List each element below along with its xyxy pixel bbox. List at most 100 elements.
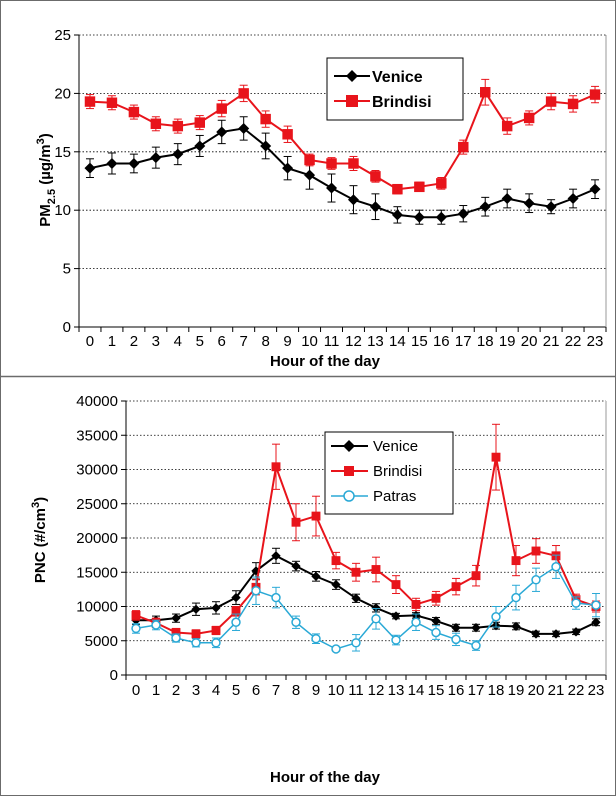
pm25-point-brindisi bbox=[304, 154, 315, 166]
pm25-x-tick-label: 7 bbox=[240, 333, 248, 350]
pm25-x-tick-label: 23 bbox=[587, 333, 604, 350]
pm25-point-venice bbox=[260, 140, 272, 152]
pnc-point-brindisi bbox=[171, 628, 181, 637]
pnc-point-patras bbox=[571, 598, 581, 608]
pm25-y-tick-label: 5 bbox=[63, 261, 71, 278]
pnc-point-brindisi bbox=[531, 546, 541, 556]
pnc-point-patras bbox=[311, 633, 321, 644]
pnc-point-brindisi bbox=[431, 593, 441, 603]
pm25-point-brindisi bbox=[589, 89, 601, 100]
pm25-point-venice bbox=[106, 157, 118, 169]
pm25-point-venice bbox=[304, 169, 316, 181]
pm25-point-venice bbox=[84, 162, 96, 174]
pnc-point-venice bbox=[271, 551, 281, 561]
pm25-x-tick-label: 15 bbox=[411, 333, 428, 350]
pnc-x-tick-label: 9 bbox=[312, 682, 320, 699]
pnc-point-venice bbox=[171, 613, 181, 623]
pnc-point-patras bbox=[231, 617, 241, 627]
pnc-point-brindisi bbox=[411, 600, 421, 609]
pnc-point-venice bbox=[531, 629, 541, 639]
pnc-point-patras bbox=[331, 644, 341, 654]
pnc-y-tick-label: 20000 bbox=[76, 530, 118, 547]
pm25-x-tick-label: 6 bbox=[218, 333, 226, 350]
pnc-point-patras bbox=[291, 617, 301, 627]
pnc-point-venice bbox=[371, 603, 381, 613]
pm25-point-venice bbox=[435, 211, 447, 223]
pm25-x-tick-label: 3 bbox=[152, 333, 160, 350]
pnc-x-tick-label: 7 bbox=[272, 682, 280, 699]
pm25-point-venice bbox=[589, 183, 601, 195]
pnc-x-tick-label: 16 bbox=[448, 682, 465, 699]
pm25-series-venice bbox=[84, 116, 601, 225]
pm25-point-brindisi bbox=[172, 120, 184, 132]
pnc-x-tick-label: 1 bbox=[152, 682, 160, 699]
pm25-x-tick-label: 1 bbox=[108, 333, 116, 350]
pnc-point-venice bbox=[511, 621, 521, 632]
pm25-point-brindisi bbox=[480, 87, 491, 98]
pnc-x-tick-label: 18 bbox=[488, 682, 505, 699]
pnc-y-tick-labels: 0 5000 10000 15000 20000 25000 30000 35000 40000 bbox=[76, 393, 118, 684]
pm25-point-brindisi bbox=[392, 183, 403, 195]
pm25-point-venice bbox=[150, 152, 162, 164]
pm25-y-tick-label: 15 bbox=[54, 144, 71, 161]
pm25-legend-box bbox=[326, 57, 464, 121]
pnc-x-tick-label: 21 bbox=[548, 682, 565, 699]
pm25-point-brindisi bbox=[326, 158, 337, 169]
pnc-point-patras bbox=[431, 627, 441, 638]
pnc-point-patras bbox=[471, 640, 481, 651]
pnc-x-tick-label: 22 bbox=[568, 682, 585, 699]
pm25-point-brindisi bbox=[128, 106, 140, 118]
pnc-point-brindisi bbox=[311, 511, 321, 521]
pm25-x-tick-label: 5 bbox=[196, 333, 204, 350]
pm25-point-venice bbox=[545, 201, 557, 213]
pnc-point-patras bbox=[491, 612, 501, 622]
pnc-x-tick-label: 14 bbox=[408, 682, 425, 699]
pm25-point-brindisi bbox=[260, 113, 271, 125]
pnc-point-patras bbox=[271, 592, 281, 603]
pnc-gridlines bbox=[126, 400, 606, 642]
pm25-x-tick-label: 22 bbox=[565, 333, 582, 350]
pm25-x-tick-label: 19 bbox=[499, 333, 516, 350]
pm25-x-tick-label: 10 bbox=[301, 333, 318, 350]
pm25-point-venice bbox=[216, 126, 228, 138]
pm25-point-venice bbox=[523, 197, 535, 209]
pnc-point-patras bbox=[591, 600, 601, 610]
pnc-point-venice bbox=[311, 571, 321, 582]
pm25-y-tick-label: 10 bbox=[54, 202, 71, 219]
pm25-point-venice bbox=[238, 122, 250, 134]
pm25-point-brindisi bbox=[414, 181, 425, 193]
pm25-point-brindisi bbox=[282, 129, 293, 140]
pm25-point-venice bbox=[282, 162, 294, 174]
pnc-legend-patras-label: Patras bbox=[373, 488, 416, 505]
pnc-point-venice bbox=[331, 579, 341, 590]
pm25-point-brindisi bbox=[370, 171, 381, 182]
pm25-x-tick-label: 4 bbox=[174, 333, 182, 350]
pnc-point-venice bbox=[211, 603, 221, 613]
pnc-point-brindisi bbox=[371, 565, 381, 574]
pnc-y-tick-label: 5000 bbox=[85, 633, 118, 650]
pnc-point-brindisi bbox=[471, 571, 481, 581]
pnc-y-tick-label: 10000 bbox=[76, 599, 118, 616]
pnc-point-venice bbox=[291, 561, 301, 571]
pm25-x-tick-label: 20 bbox=[521, 333, 538, 350]
pm25-point-venice bbox=[479, 201, 491, 213]
pm25-y-tick-label: 20 bbox=[54, 85, 71, 102]
pnc-point-venice bbox=[591, 617, 601, 627]
pnc-point-patras bbox=[371, 614, 381, 624]
pnc-point-brindisi bbox=[291, 517, 301, 527]
pnc-x-tick-label: 20 bbox=[528, 682, 545, 699]
pnc-point-brindisi bbox=[191, 629, 201, 639]
pm25-point-brindisi bbox=[523, 112, 535, 124]
pm25-point-venice bbox=[567, 193, 579, 205]
pnc-point-patras bbox=[171, 633, 181, 643]
pm25-point-venice bbox=[413, 211, 425, 223]
pm25-x-tick-label: 12 bbox=[345, 333, 362, 350]
pnc-legend-venice-label: Venice bbox=[373, 438, 418, 455]
pnc-point-venice bbox=[431, 616, 441, 626]
pm25-point-brindisi bbox=[436, 178, 447, 189]
pnc-y-tick-label: 30000 bbox=[76, 462, 118, 479]
pnc-chart: 0 5000 10000 15000 20000 25000 30000 35000 40000… bbox=[30, 393, 607, 786]
pnc-point-brindisi bbox=[231, 606, 241, 616]
